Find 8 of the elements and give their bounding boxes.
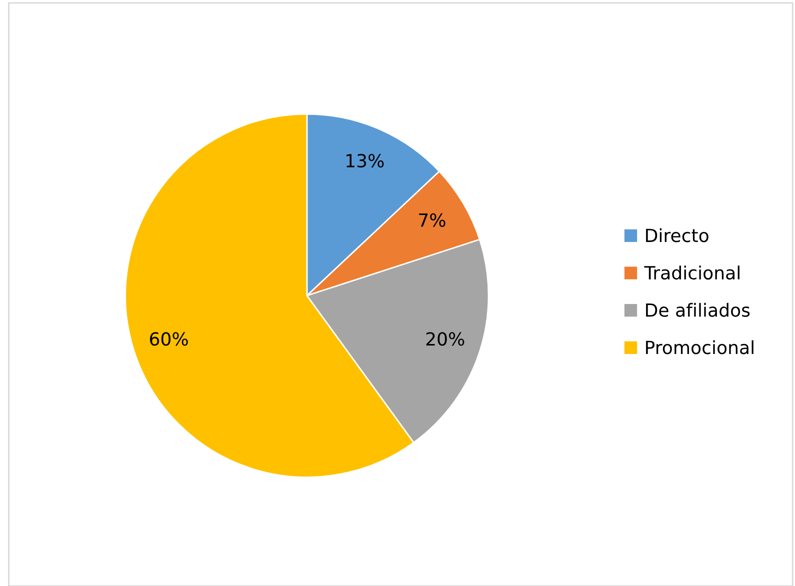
data-label: 20%	[426, 332, 464, 346]
legend-label: De afiliados	[646, 302, 750, 317]
data-label: 7%	[419, 213, 446, 227]
data-label: 60%	[150, 332, 188, 346]
legend-label: Tradicional	[644, 266, 740, 280]
legend-label: Promocional	[646, 340, 754, 354]
legend-label: Directo	[646, 228, 708, 242]
data-label: 13%	[346, 154, 384, 168]
